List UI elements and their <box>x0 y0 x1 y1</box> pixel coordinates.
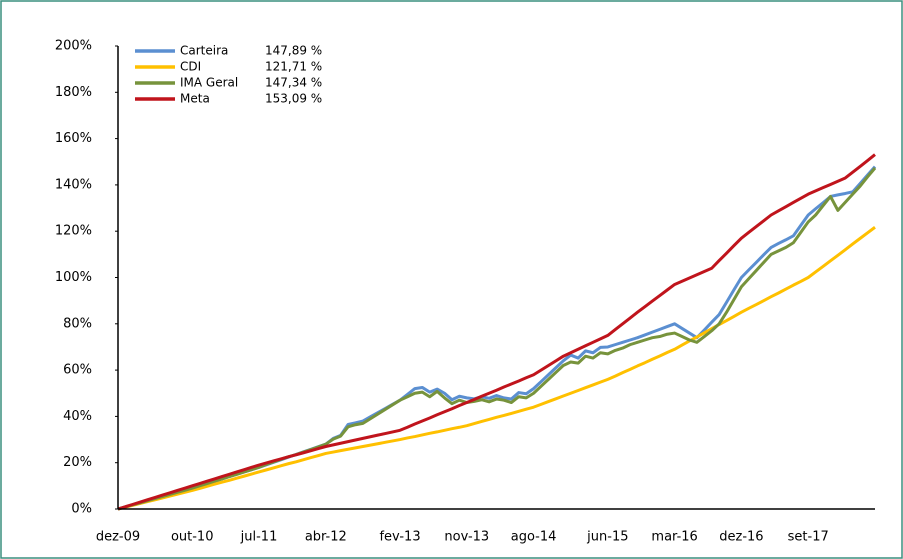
y-tick-label: 60% <box>63 363 92 378</box>
legend-value: 147,89 % <box>265 44 322 58</box>
legend-label: Carteira <box>180 44 228 58</box>
legend-label: Meta <box>180 92 210 106</box>
y-tick-label: 120% <box>55 224 92 239</box>
x-tick-label: nov-13 <box>444 530 489 545</box>
y-tick-label: 160% <box>55 131 92 146</box>
legend-value: 121,71 % <box>265 60 322 74</box>
y-tick-label: 200% <box>55 39 92 54</box>
series-line <box>117 153 876 511</box>
y-tick-label: 80% <box>63 316 92 331</box>
x-tick-label: dez-09 <box>96 530 140 545</box>
series-line <box>117 226 876 511</box>
y-tick-label: 0% <box>71 502 92 517</box>
x-tick-label: out-10 <box>171 530 214 545</box>
y-tick-label: 40% <box>63 409 92 424</box>
x-tick-label: dez-16 <box>719 530 763 545</box>
y-tick-label: 180% <box>55 85 92 100</box>
x-tick-label: ago-14 <box>511 530 557 545</box>
y-tick-label: 140% <box>55 177 92 192</box>
x-tick-label: mar-16 <box>651 530 697 545</box>
y-tick-label: 100% <box>55 270 92 285</box>
y-tick-label: 20% <box>63 455 92 470</box>
x-tick-label: jul-11 <box>240 530 278 545</box>
x-tick-label: jun-15 <box>586 530 628 545</box>
x-tick-label: set-17 <box>788 530 829 545</box>
legend-label: CDI <box>180 60 201 74</box>
x-tick-label: abr-12 <box>305 530 347 545</box>
legend-value: 153,09 % <box>265 92 322 106</box>
x-tick-label: fev-13 <box>379 530 420 545</box>
series-line <box>117 167 877 511</box>
legend-value: 147,34 % <box>265 76 322 90</box>
legend-label: IMA Geral <box>180 76 238 90</box>
